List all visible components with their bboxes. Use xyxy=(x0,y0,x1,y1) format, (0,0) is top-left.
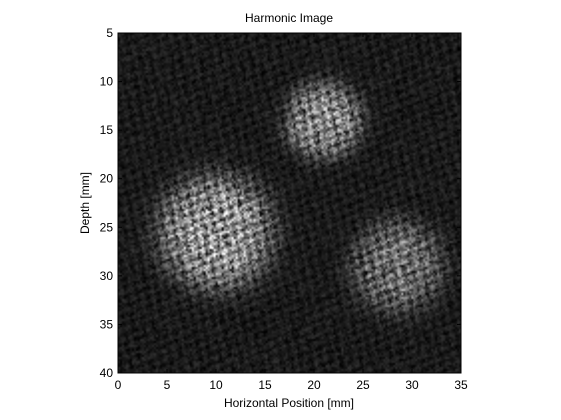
x-tick-label: 15 xyxy=(258,378,272,392)
speckle-heatmap xyxy=(118,33,461,373)
image-area xyxy=(118,33,461,373)
axes-frame xyxy=(117,32,462,374)
x-tick-label: 10 xyxy=(209,378,223,392)
x-axis-ticks: 0 5 10 15 20 25 30 35 xyxy=(115,33,468,392)
x-tick-label: 30 xyxy=(405,378,419,392)
y-tick-label: 35 xyxy=(100,317,114,331)
y-axis-label: Depth [mm] xyxy=(78,172,92,234)
y-tick-label: 15 xyxy=(100,123,114,137)
x-axis-label: Horizontal Position [mm] xyxy=(224,396,354,410)
chart-title: Harmonic Image xyxy=(245,11,333,25)
x-tick-label: 5 xyxy=(164,378,171,392)
x-tick-label: 25 xyxy=(356,378,370,392)
x-tick-label: 0 xyxy=(115,378,122,392)
y-tick-label: 25 xyxy=(100,220,114,234)
y-tick-label: 10 xyxy=(100,75,114,89)
x-tick-label: 35 xyxy=(454,378,468,392)
y-tick-label: 30 xyxy=(100,269,114,283)
y-axis-ticks: 5 10 15 20 25 30 35 40 xyxy=(100,26,461,380)
y-tick-label: 5 xyxy=(106,26,113,40)
x-tick-label: 20 xyxy=(307,378,321,392)
y-tick-label: 40 xyxy=(100,366,114,380)
y-tick-label: 20 xyxy=(100,172,114,186)
